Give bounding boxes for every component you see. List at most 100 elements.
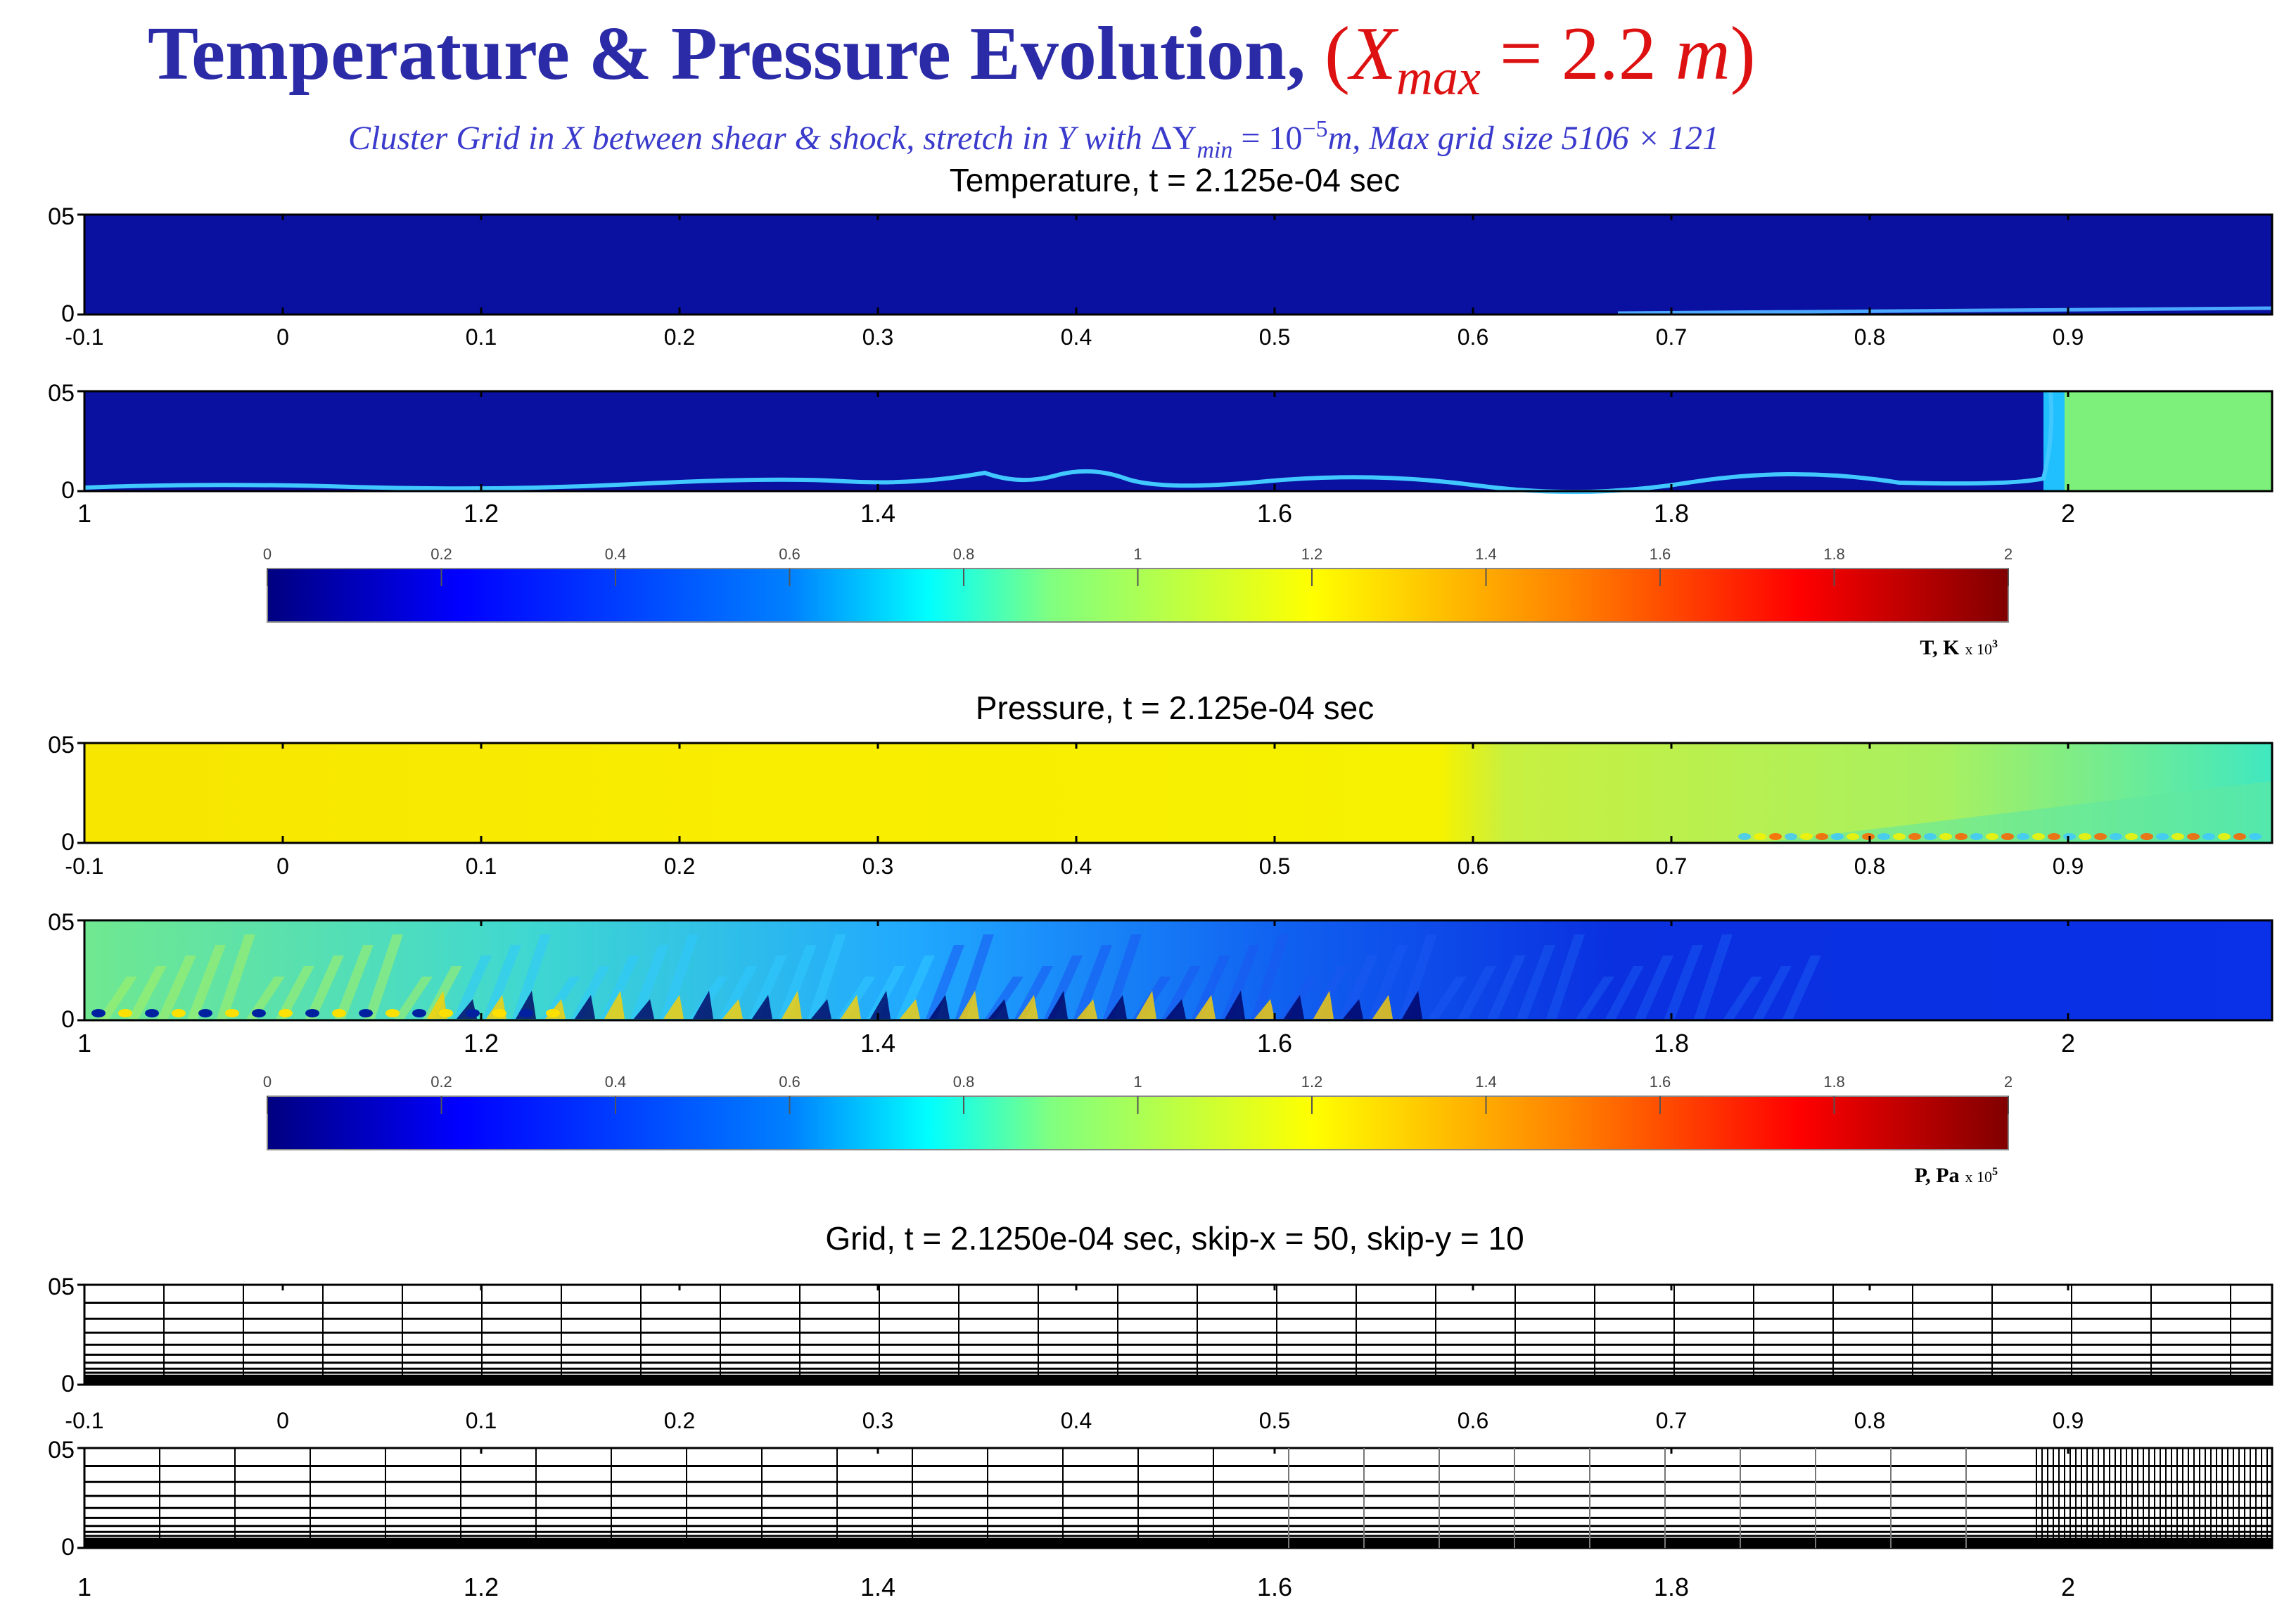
x-tick-label: 0.7 — [1656, 1408, 1687, 1433]
x-tick-label: 0.9 — [2053, 324, 2084, 350]
y-tick-label-d2-bottom: 0 — [61, 1534, 75, 1561]
x-tick-label: 1 — [77, 499, 91, 528]
colorbar-tick-label: 0.6 — [779, 545, 801, 563]
colorbar-tick-label: 1.6 — [1650, 1073, 1671, 1091]
x-tick-label: 1.6 — [1257, 499, 1292, 528]
x-tick-label: 0.4 — [1061, 853, 1092, 879]
x-tick-label: 0.8 — [1854, 853, 1885, 879]
x-tick-label: 1.4 — [860, 1029, 895, 1058]
x-tick-label: 1 — [77, 1573, 91, 1601]
x-tick-label: 0.9 — [2053, 853, 2084, 879]
colorbar-tick-label: 0.8 — [953, 1073, 975, 1091]
x-tick-label: 0.2 — [664, 324, 695, 350]
x-tick-label: 0.3 — [862, 1408, 893, 1433]
x-tick-label: 0.8 — [1854, 1408, 1885, 1433]
x-tick-label: 0 — [276, 853, 289, 879]
x-tick-label: 1.8 — [1654, 1029, 1689, 1058]
colorbar-tick-label: 1.4 — [1475, 545, 1497, 563]
colorbar-tick-label: 1 — [1133, 545, 1142, 563]
subtitle: Cluster Grid in X between shear & shock,… — [348, 116, 1719, 163]
x-tick-label: 0.1 — [466, 324, 497, 350]
y-tick-label-u1-bottom: 0 — [61, 829, 75, 856]
y-tick-label-d1-bottom: 0 — [61, 1006, 75, 1033]
x-tick-label: 1.8 — [1654, 499, 1689, 528]
colorbar-tick-label: 0 — [263, 1073, 272, 1091]
x-tick-label: 0.7 — [1656, 853, 1687, 879]
colorbar-tick-label: 0.2 — [431, 545, 452, 563]
x-tick-label: 2 — [2061, 499, 2075, 528]
x-tick-label: 0.2 — [664, 1408, 695, 1433]
pressure-colorbar-ticks: 0 0.2 0.4 0.6 0.8 1 1.2 1.4 1.6 1.8 2 — [263, 1073, 2013, 1114]
x-tick-label: 2 — [2061, 1029, 2075, 1058]
temperature-title: Temperature, t = 2.125e-04 sec — [950, 162, 1401, 198]
pressure-panel-upstream — [83, 742, 2273, 844]
x-tick-label: 1 — [77, 1029, 91, 1058]
x-tick-label: 0.6 — [1458, 324, 1488, 350]
grid-title: Grid, t = 2.1250e-04 sec, skip-x = 50, s… — [825, 1220, 1524, 1257]
colorbar-tick-label: 1.6 — [1650, 545, 1671, 563]
x-tick-label: 0.1 — [466, 853, 497, 879]
x-tick-label: 0.5 — [1259, 853, 1290, 879]
colorbar-tick-label: 2 — [2004, 1073, 2013, 1091]
x-tick-label: 1.8 — [1654, 1573, 1689, 1601]
x-tick-label: 2 — [2061, 1573, 2075, 1601]
x-tick-label: 1.6 — [1257, 1029, 1292, 1058]
pressure-colorbar: 0 0.2 0.4 0.6 0.8 1 1.2 1.4 1.6 1.8 2 P, Pa x 105 — [263, 1073, 2013, 1187]
x-tick-label: 0 — [276, 324, 289, 350]
colorbar-tick-label: 0.4 — [605, 1073, 627, 1091]
x-tick-label: 0 — [276, 1408, 289, 1433]
temperature-panel-downstream — [83, 390, 2273, 495]
x-tick-label: 0.1 — [466, 1408, 497, 1433]
colorbar-tick-label: 0.6 — [779, 1073, 801, 1091]
temperature-panel-upstream — [83, 213, 2273, 316]
colorbar-tick-label: 0.4 — [605, 545, 627, 563]
y-tick-label-d0-bottom: 0 — [61, 477, 75, 504]
x-tick-label: 0.5 — [1259, 1408, 1290, 1433]
x-tick-label: -0.1 — [65, 1408, 103, 1433]
y-tick-label-u1-top: 05 — [48, 732, 75, 758]
colorbar-tick-label: 0.2 — [431, 1073, 452, 1091]
y-tick-label-u0-bottom: 0 — [61, 300, 75, 327]
x-tick-label: 0.3 — [862, 324, 893, 350]
x-tick-label: 1.6 — [1257, 1573, 1292, 1601]
x-tick-label: 1.2 — [464, 1029, 499, 1058]
colorbar-tick-label: 1 — [1133, 1073, 1142, 1091]
axes-layer: 050-0.1 0 0.1 0.2 0.3 0.4 0.5 0.6 0.7 0.8 0.9050-0… — [48, 203, 2084, 1601]
x-tick-label: 0.6 — [1458, 1408, 1488, 1433]
colorbar-tick-label: 1.8 — [1823, 1073, 1845, 1091]
y-tick-label-u2-top: 05 — [48, 1274, 75, 1300]
x-tick-label: 0.4 — [1061, 324, 1092, 350]
x-tick-label: 0.5 — [1259, 324, 1290, 350]
colorbar-tick-label: 1.2 — [1301, 1073, 1323, 1091]
colorbar-tick-label: 1.4 — [1475, 1073, 1497, 1091]
x-tick-label: -0.1 — [65, 853, 103, 879]
x-tick-label: 0.8 — [1854, 324, 1885, 350]
pressure-colorbar-label: P, Pa x 105 — [1915, 1164, 1998, 1187]
y-tick-label-d0-top: 05 — [48, 380, 75, 407]
x-tick-label: 0.2 — [664, 853, 695, 879]
x-tick-label: 0.4 — [1061, 1408, 1092, 1433]
colorbar-tick-label: 0.8 — [953, 545, 975, 563]
x-tick-label: 0.7 — [1656, 324, 1687, 350]
x-tick-label: 1.4 — [860, 499, 895, 528]
x-tick-label: 1.2 — [464, 1573, 499, 1601]
y-tick-label-d2-top: 05 — [48, 1437, 75, 1464]
temperature-colorbar-ticks: 0 0.2 0.4 0.6 0.8 1 1.2 1.4 1.6 1.8 2 — [263, 545, 2013, 586]
pressure-panel-downstream — [83, 919, 2273, 1022]
pressure-title: Pressure, t = 2.125e-04 sec — [976, 690, 1374, 726]
colorbar-tick-label: 0 — [263, 545, 272, 563]
colorbar-tick-label: 1.8 — [1823, 545, 1845, 563]
main-title: Temperature & Pressure Evolution, (Xmax … — [148, 12, 1756, 106]
x-tick-label: 0.3 — [862, 853, 893, 879]
y-tick-label-u0-top: 05 — [48, 203, 75, 230]
y-tick-label-d1-top: 05 — [48, 909, 75, 936]
pressure-surface-ripples — [1738, 833, 2262, 840]
grid-panel-upstream — [83, 1283, 2273, 1386]
y-tick-label-u2-bottom: 0 — [61, 1371, 75, 1397]
pressure-wave-streaks — [91, 934, 1821, 1019]
x-tick-label: -0.1 — [65, 324, 103, 350]
